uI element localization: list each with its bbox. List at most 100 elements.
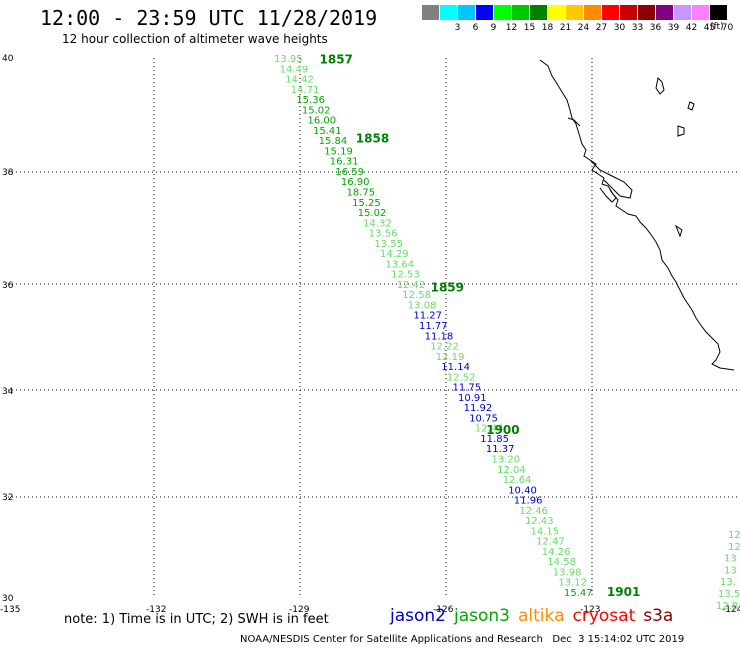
wave-height-value: 12.19 [436, 352, 465, 363]
edge-wave-height-value: 12 [728, 542, 740, 553]
wave-height-value: 14.71 [291, 85, 320, 96]
latitude-tick-label: 36 [2, 281, 14, 291]
wave-height-value: 12.47 [536, 537, 565, 548]
wave-height-value: 14.58 [547, 557, 576, 568]
wave-height-value: 15.36 [296, 95, 325, 106]
map-subtitle: 12 hour collection of altimeter wave hei… [62, 32, 328, 46]
california-coastline [539, 59, 735, 371]
wave-height-value: 11.18 [425, 331, 454, 342]
colorbar-swatch [656, 5, 673, 20]
pass-time-label: 1900 [486, 423, 519, 437]
colorbar-swatch [440, 5, 457, 20]
colorbar-swatch [674, 5, 691, 20]
longitude-tick-label: -132 [146, 605, 166, 615]
latitude-tick-label: 32 [2, 493, 13, 503]
wave-height-value: 15.02 [302, 105, 331, 116]
wave-height-value: 14.42 [285, 75, 314, 86]
edge-wave-height-value: 13. [720, 577, 736, 588]
longitude-tick-label: -124 [722, 605, 740, 615]
colorbar-swatch [458, 5, 475, 20]
colorbar-label: 45 [703, 23, 716, 33]
longitude-tick-label: -129 [289, 605, 310, 615]
longitude-tick-label: -123 [580, 605, 600, 615]
colorbar-label: 33 [631, 23, 644, 33]
wave-height-value: 12.22 [430, 342, 459, 353]
wave-height-value: 16.00 [308, 116, 337, 127]
colorbar-swatch [530, 5, 547, 20]
colorbar-swatch [620, 5, 637, 20]
edge-wave-height-value: 13.5 [718, 589, 740, 600]
colorbar-label: 6 [472, 23, 479, 33]
edge-wave-height-value: 12 [728, 530, 740, 541]
satellite-legend: jason2 jason3 altika cryosat s3a [390, 606, 681, 626]
wave-height-value: 16.59 [335, 167, 364, 178]
wave-height-value: 12.64 [503, 475, 532, 486]
wave-height-value: 13.55 [374, 239, 403, 250]
wave-height-value: 13.64 [386, 259, 415, 270]
colorbar-label: 27 [595, 23, 608, 33]
wave-height-value: 13.12 [558, 578, 587, 589]
wave-height-value: 14.15 [531, 526, 560, 537]
latitude-tick-label: 30 [2, 594, 14, 604]
colorbar-label: 15 [523, 23, 536, 33]
colorbar-label: 36 [649, 23, 662, 33]
wave-height-value: 12.42 [397, 280, 426, 291]
bay-path [589, 159, 633, 199]
wave-height-value: 14.49 [280, 64, 309, 75]
colorbar-swatch [638, 5, 655, 20]
colorbar-label: 24 [577, 23, 590, 33]
colorbar-label: 39 [667, 23, 680, 33]
lake-2 [677, 125, 685, 137]
wave-height-value: 15.02 [358, 208, 387, 219]
wave-height-value: 11.75 [453, 383, 482, 394]
colorbar-swatch [584, 5, 601, 20]
wave-height-value: 12.46 [519, 506, 548, 517]
wave-height-value: 13.56 [369, 229, 398, 240]
colorbar-label: 42 [685, 23, 698, 33]
lake-4 [674, 224, 683, 238]
wave-height-value: 15.47 [564, 588, 593, 599]
colorbar-label: 30 [613, 23, 626, 33]
colorbar-swatch [422, 5, 439, 20]
colorbar-swatch [692, 5, 709, 20]
colorbar-unit: (ft) [710, 22, 724, 32]
units-note: note: 1) Time is in UTC; 2) SWH is in fe… [64, 612, 329, 627]
wave-height-value: 12.52 [447, 372, 476, 383]
wave-height-value: 10.91 [458, 393, 487, 404]
time-labels: 1857 1858 1859 1900 1901 [320, 52, 641, 599]
wave-height-value: 13.98 [553, 568, 582, 579]
longitude-tick-label: -126 [433, 605, 454, 615]
wave-height-value: 14.26 [542, 547, 571, 558]
wave-height-value: 16.90 [341, 177, 370, 188]
wave-height-value: 11.27 [413, 311, 442, 322]
colorbar-label: 21 [559, 23, 572, 33]
colorbar-swatch [602, 5, 619, 20]
pass-time-label: 1901 [607, 585, 640, 599]
wave-height-value: 13.95 [274, 54, 303, 65]
altimeter-track: 13.9514.4914.4214.7115.3615.0216.0015.41… [274, 54, 593, 599]
wave-height-value: 13.08 [408, 301, 437, 312]
colorbar-swatch [494, 5, 511, 20]
satellite-legend-jason2: jason2 [390, 606, 446, 626]
river-1 [567, 117, 581, 127]
colorbar-label: 9 [490, 23, 497, 33]
map-title: 12:00 - 23:59 UTC 11/28/2019 [40, 6, 378, 30]
wave-height-value: 15.84 [319, 136, 348, 147]
wave-height-value: 10.75 [469, 413, 498, 424]
latitude-tick-label: 34 [2, 387, 14, 397]
satellite-legend-cryosat: cryosat [572, 606, 636, 626]
bay-inner-path [599, 187, 617, 203]
colorbar-label: 3 [454, 23, 461, 33]
satellite-legend-jason3: jason3 [454, 606, 510, 626]
colorbar-swatch [476, 5, 493, 20]
wave-height-value: 11.85 [480, 434, 509, 445]
wave-height-value: 14.29 [380, 249, 409, 260]
wave-height-value: 12.43 [525, 516, 554, 527]
colorbar-swatch [710, 5, 727, 20]
colorbar-swatch [566, 5, 583, 20]
wave-height-value: 12.04 [497, 465, 526, 476]
colorbar-swatch [548, 5, 565, 20]
edge-wave-height-value: 13 [724, 565, 737, 576]
